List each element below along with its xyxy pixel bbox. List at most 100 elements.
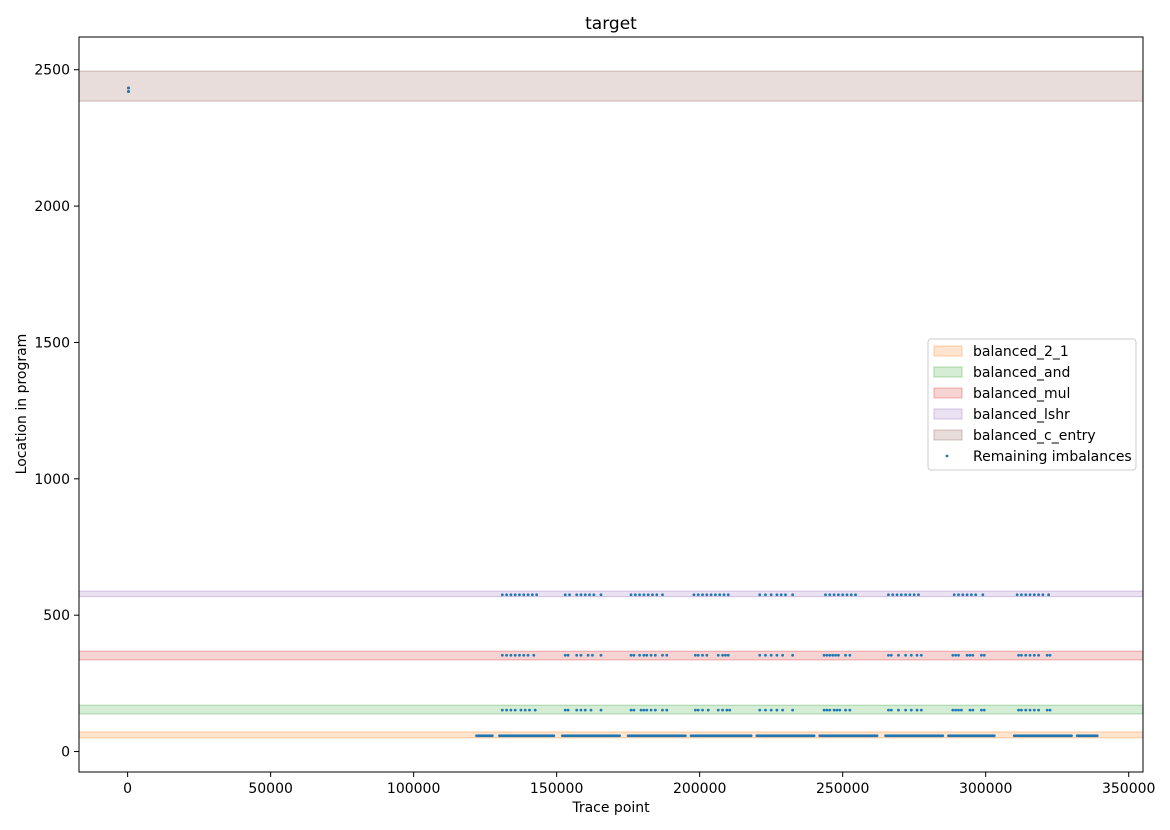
y-tick-label: 0: [61, 745, 70, 761]
data-point: [629, 653, 633, 657]
data-point: [836, 653, 840, 657]
data-point: [828, 653, 832, 657]
data-point: [583, 593, 587, 597]
data-point: [758, 653, 762, 657]
x-tick-label: 350000: [1102, 781, 1155, 797]
data-point: [1017, 653, 1020, 657]
data-point: [887, 708, 890, 712]
data-point: [645, 653, 649, 657]
legend-label: balanced_mul: [973, 386, 1070, 402]
data-point: [696, 593, 700, 597]
legend-marker: [945, 454, 949, 458]
data-point: [505, 593, 508, 597]
data-point: [758, 708, 762, 712]
data-point: [971, 708, 975, 712]
data-point: [769, 593, 773, 597]
data-point: [721, 653, 724, 657]
data-point: [586, 653, 590, 657]
data-point: [127, 86, 131, 90]
data-point: [919, 653, 923, 657]
data-point: [579, 593, 583, 597]
data-point: [696, 653, 700, 657]
data-point: [563, 593, 567, 597]
data-point: [518, 593, 521, 597]
data-point: [725, 708, 729, 712]
data-point: [832, 708, 836, 712]
data-point: [665, 653, 669, 657]
data-point: [1045, 708, 1049, 712]
legend-swatch: [933, 366, 963, 378]
data-point: [1028, 593, 1032, 597]
data-point: [844, 708, 847, 712]
data-point: [523, 708, 527, 712]
data-point: [522, 653, 526, 657]
data-point: [693, 653, 697, 657]
y-tick-label: 1500: [34, 335, 70, 351]
data-point: [1032, 653, 1036, 657]
band-balanced-c-entry: [78, 70, 1144, 102]
data-point: [831, 653, 835, 657]
data-point: [566, 653, 570, 657]
data-point: [505, 708, 508, 712]
data-point: [633, 593, 637, 597]
data-point: [642, 653, 646, 657]
data-point: [844, 653, 847, 657]
data-point: [653, 708, 657, 712]
legend-label: balanced_and: [973, 365, 1070, 381]
data-point: [971, 653, 975, 657]
data-point: [705, 593, 709, 597]
x-tick-label: 100000: [387, 781, 440, 797]
data-point: [1017, 708, 1020, 712]
data-point: [959, 708, 963, 712]
data-point: [904, 653, 907, 657]
data-point: [728, 708, 732, 712]
data-point: [891, 593, 895, 597]
data-point: [618, 734, 621, 738]
data-point: [909, 708, 913, 712]
data-point: [791, 653, 795, 657]
data-point: [513, 593, 517, 597]
data-point: [724, 653, 727, 657]
data-point: [1037, 708, 1040, 712]
data-point: [509, 593, 513, 597]
data-point: [982, 708, 986, 712]
data-point: [828, 593, 832, 597]
data-point: [1048, 653, 1052, 657]
data-point: [961, 593, 965, 597]
data-point: [1047, 593, 1051, 597]
data-point: [526, 593, 530, 597]
data-point: [629, 708, 633, 712]
data-point: [533, 708, 537, 712]
y-tick-label: 1000: [34, 472, 70, 488]
data-point: [954, 708, 958, 712]
data-point: [841, 593, 845, 597]
data-point: [726, 653, 730, 657]
data-point: [579, 653, 583, 657]
x-tick-label: 300000: [959, 781, 1012, 797]
data-point: [629, 593, 633, 597]
data-point: [1045, 653, 1049, 657]
data-point: [974, 593, 978, 597]
legend-label: balanced_lshr: [973, 407, 1070, 423]
data-point: [513, 708, 517, 712]
data-point: [583, 708, 587, 712]
data-point: [575, 593, 579, 597]
data-point: [519, 708, 523, 712]
data-point: [775, 593, 779, 597]
data-point: [968, 653, 972, 657]
data-point: [825, 653, 829, 657]
data-point: [769, 653, 773, 657]
data-point: [951, 653, 955, 657]
legend-label: balanced_c_entry: [973, 428, 1096, 444]
data-point: [701, 593, 704, 597]
data-point: [769, 708, 773, 712]
data-point: [909, 653, 913, 657]
data-point: [726, 593, 730, 597]
legend: balanced_2_1 balanced_and balanced_mulbala…: [927, 338, 1137, 471]
data-point: [655, 593, 659, 597]
data-point: [952, 593, 956, 597]
data-point: [696, 708, 700, 712]
data-point: [683, 734, 687, 738]
data-point: [1032, 593, 1036, 597]
data-point: [1015, 593, 1019, 597]
